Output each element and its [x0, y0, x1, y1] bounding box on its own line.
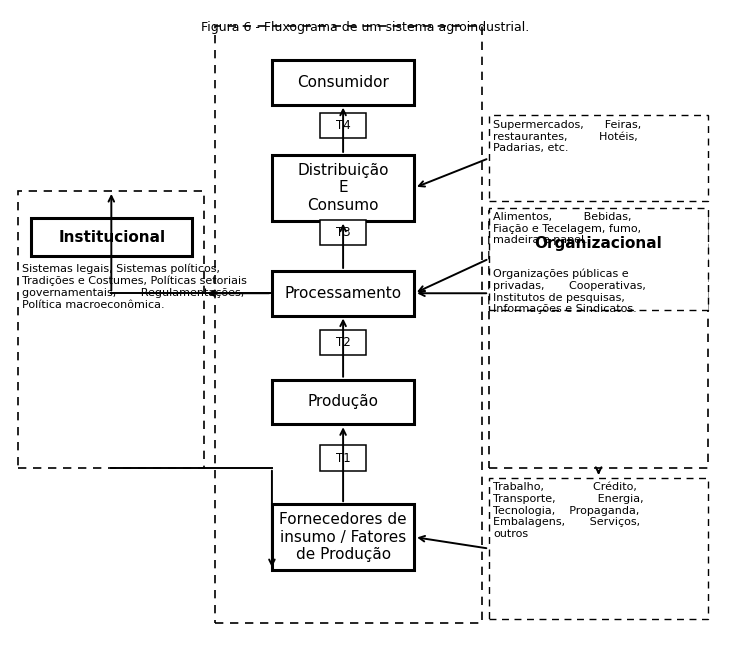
Bar	[272, 155, 415, 221]
Text: Trabalho,              Crédito,
Transporte,            Energia,
Tecnologia,    P: Trabalho, Crédito, Transporte, Energia, …	[493, 482, 644, 539]
Bar	[489, 115, 708, 201]
Bar	[320, 113, 366, 138]
Bar	[511, 225, 686, 263]
Bar	[320, 330, 366, 355]
Text: Processamento: Processamento	[285, 286, 402, 301]
Text: Alimentos,         Bebidas,
Fiação e Tecelagem, fumo,
madeira e papel.: Alimentos, Bebidas, Fiação e Tecelagem, …	[493, 212, 642, 245]
Text: Fornecedores de
insumo / Fatores
de Produção: Fornecedores de insumo / Fatores de Prod…	[280, 512, 407, 562]
Text: T2: T2	[336, 335, 350, 349]
Text: Supermercados,      Feiras,
restaurantes,         Hotéis,
Padarias, etc.: Supermercados, Feiras, restaurantes, Hot…	[493, 120, 642, 153]
Bar	[272, 271, 415, 316]
Text: Institucional: Institucional	[58, 230, 165, 244]
Bar	[272, 504, 415, 570]
Bar	[31, 218, 192, 256]
Text: Figura 6 - Fluxograma de um sistema agroindustrial.: Figura 6 - Fluxograma de um sistema agro…	[201, 21, 529, 34]
Bar	[489, 208, 708, 310]
Bar	[215, 26, 482, 623]
Bar	[18, 191, 204, 468]
Text: T3: T3	[336, 226, 350, 239]
Text: T1: T1	[336, 451, 350, 465]
Text: Organizacional: Organizacional	[534, 237, 662, 251]
Bar	[272, 60, 415, 105]
Text: Consumidor: Consumidor	[297, 75, 389, 90]
Text: T4: T4	[336, 119, 350, 132]
Text: Sistemas legais, Sistemas políticos,
Tradições e Costumes, Políticas setoriais
g: Sistemas legais, Sistemas políticos, Tra…	[22, 264, 247, 310]
Text: Produção: Produção	[307, 395, 379, 409]
Bar	[489, 478, 708, 619]
Text: Distribuição
E
Consumo: Distribuição E Consumo	[297, 163, 389, 213]
Bar	[320, 445, 366, 471]
Bar	[320, 220, 366, 245]
Bar	[489, 211, 708, 468]
Text: Organizações públicas e
privadas,       Cooperativas,
Institutos de pesquisas,
I: Organizações públicas e privadas, Cooper…	[493, 269, 645, 314]
Bar	[272, 380, 415, 424]
